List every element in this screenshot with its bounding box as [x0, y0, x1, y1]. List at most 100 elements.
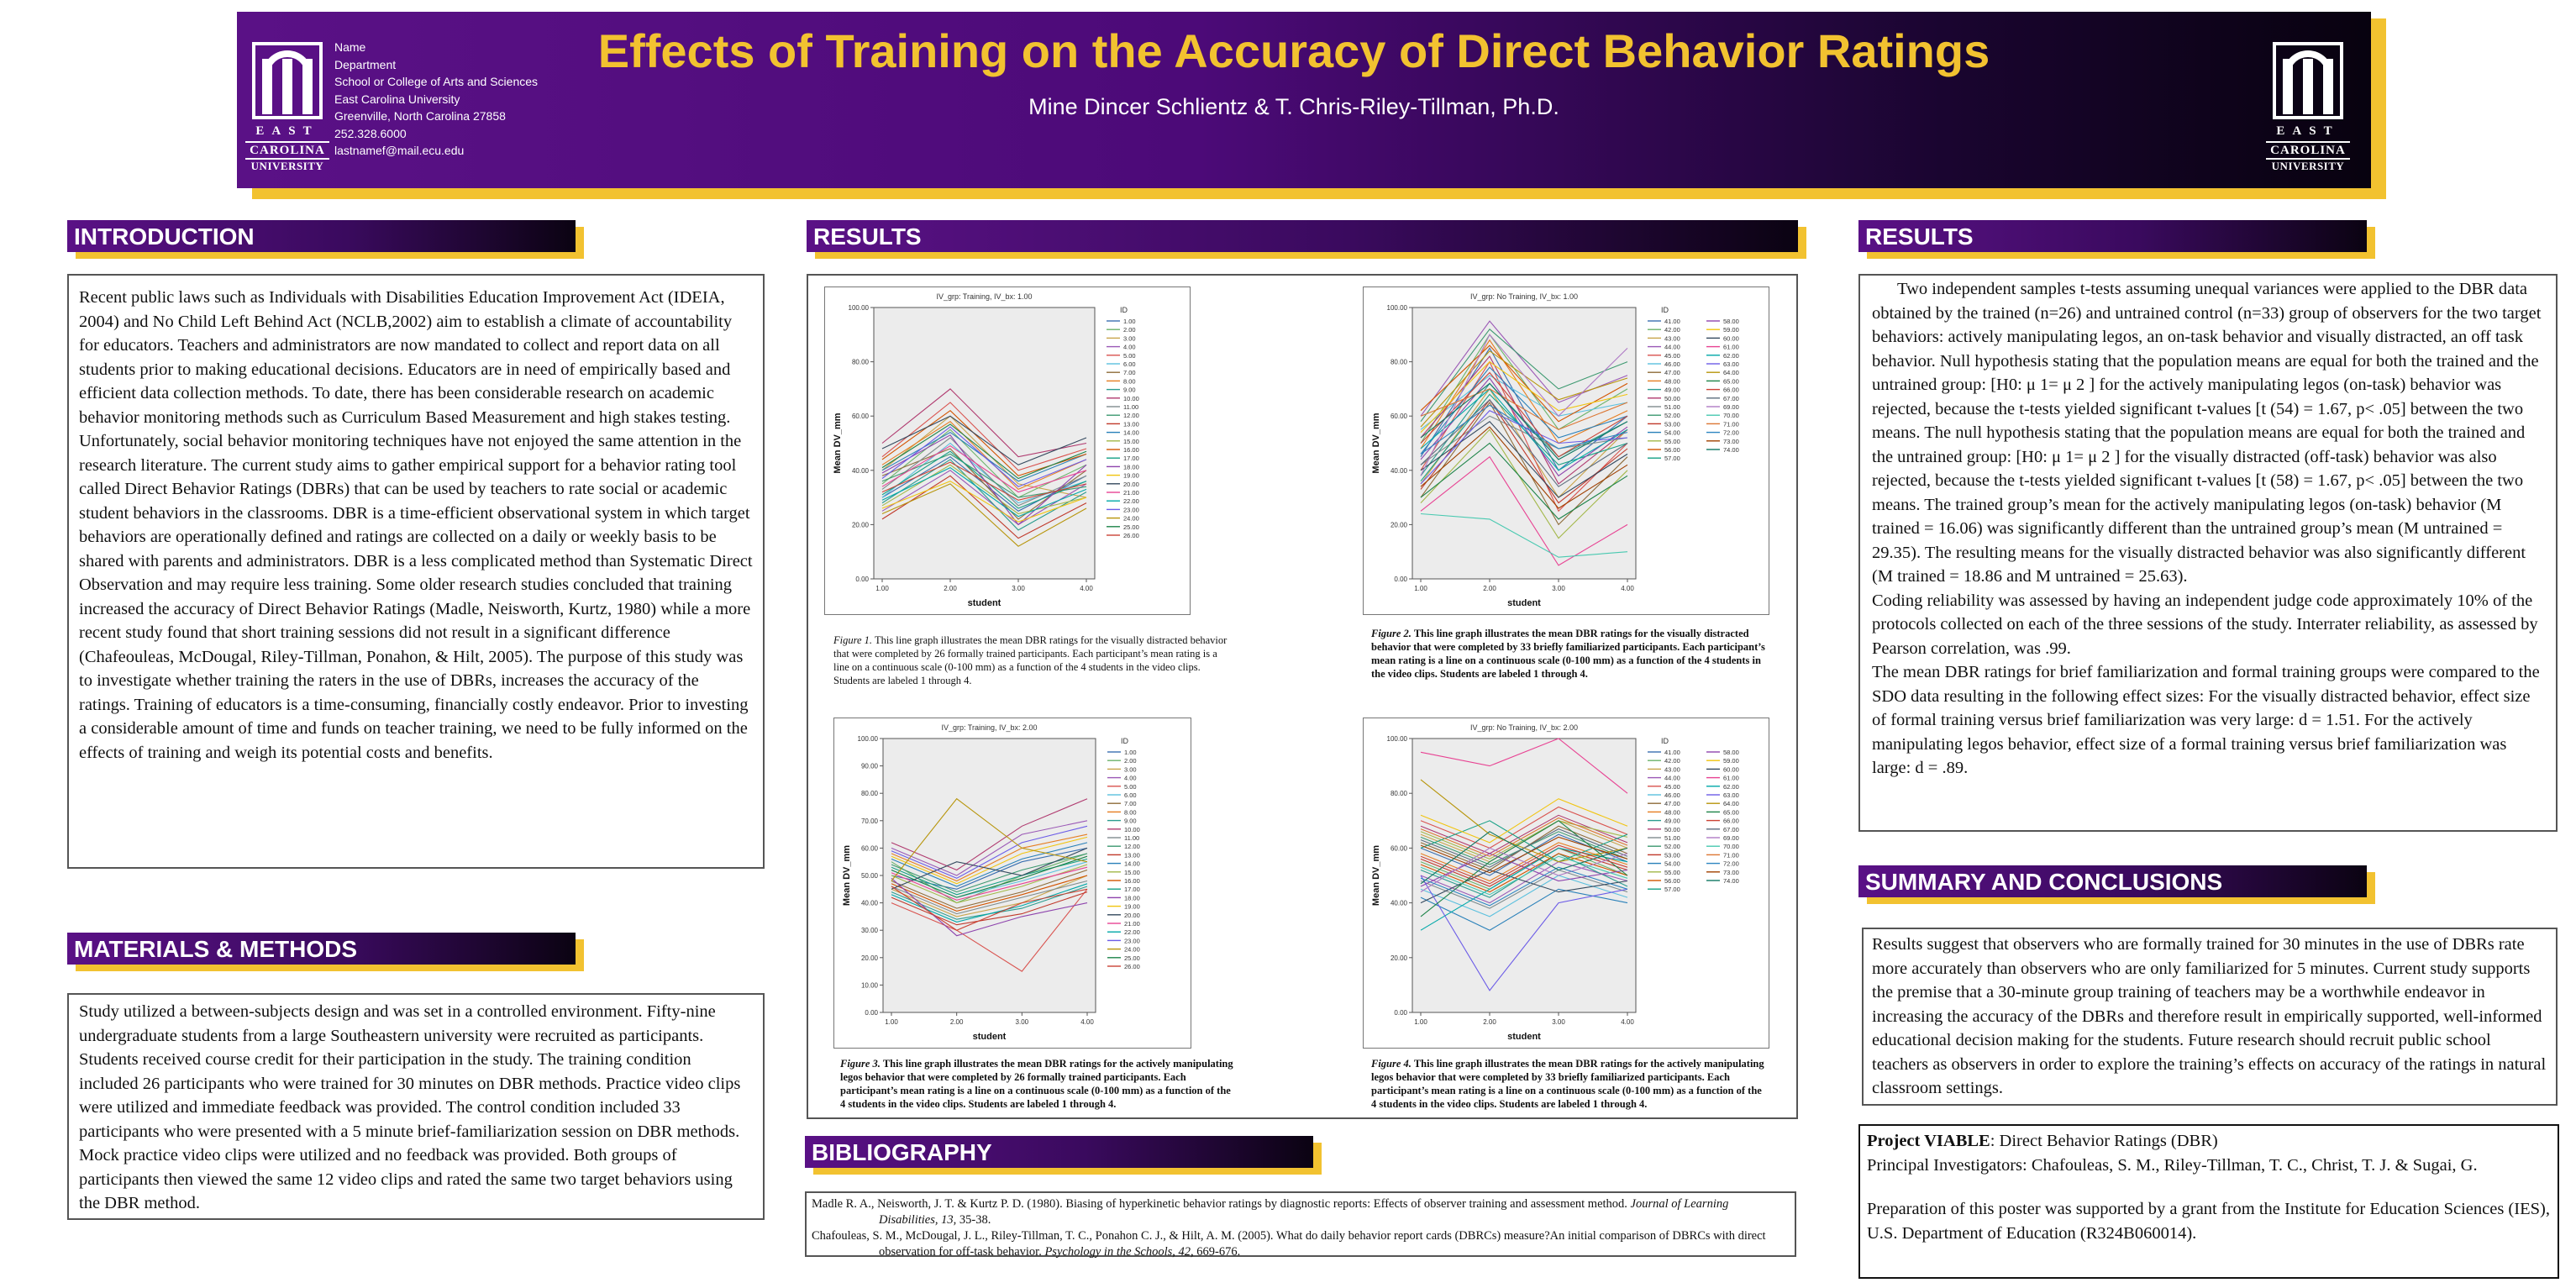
y-tick-label: 100.00	[858, 735, 879, 743]
legend-entry: 50.00	[1664, 395, 1680, 402]
bib-1-tail: 35-38.	[956, 1213, 991, 1227]
section-bibliography-label: BIBLIOGRAPHY	[812, 1139, 992, 1165]
section-results-right-label: RESULTS	[1865, 223, 1974, 250]
x-tick-label: 2.00	[944, 585, 957, 592]
legend-entry: 55.00	[1664, 438, 1680, 445]
legend-entry: 24.00	[1123, 515, 1139, 523]
introduction-box: Recent public laws such as Individuals w…	[67, 274, 765, 869]
x-tick-label: 2.00	[950, 1018, 964, 1026]
legend-entry: 67.00	[1723, 826, 1739, 833]
legend-entry: 5.00	[1124, 783, 1137, 791]
legend-entry: 73.00	[1723, 438, 1739, 445]
contact-city: Greenville, North Carolina 27858	[334, 109, 506, 123]
legend-entry: 73.00	[1723, 869, 1739, 876]
legend-entry: 22.00	[1124, 928, 1140, 936]
series-line-71.00	[1420, 817, 1628, 857]
ecu-logo-mark	[2273, 42, 2343, 119]
legend-entry: 71.00	[1723, 420, 1739, 428]
legend-entry: 60.00	[1723, 334, 1739, 342]
series-line-73.00	[1420, 426, 1628, 509]
figure-1-caption: Figure 1. This line graph illustrates th…	[833, 633, 1228, 687]
y-tick-label: 80.00	[1391, 790, 1408, 797]
series-line-25.00	[891, 855, 1088, 898]
section-summary-label: SUMMARY AND CONCLUSIONS	[1865, 869, 2223, 895]
summary-text: Results suggest that observers who are f…	[1872, 935, 2547, 1097]
figure-3-caption-text: This line graph illustrates the mean DBR…	[840, 1058, 1233, 1110]
contact-university: East Carolina University	[334, 92, 460, 106]
x-tick-label: 2.00	[1483, 585, 1496, 592]
legend-entry: 53.00	[1664, 420, 1680, 428]
chart-title: IV_grp: No Training, IV_bx: 1.00	[1470, 292, 1578, 301]
figure-2-svg: IV_grp: No Training, IV_bx: 1.00 0.00 20.0…	[1371, 292, 1739, 608]
y-tick-label: 0.00	[855, 576, 869, 583]
legend-entry: 17.00	[1124, 886, 1140, 893]
legend-entry: 1.00	[1124, 749, 1137, 756]
ecu-logo-left: EAST CAROLINA UNIVERSITY	[245, 42, 329, 175]
legend-entry: 26.00	[1124, 963, 1140, 970]
series-line-61.00	[1420, 738, 1628, 794]
legend-title: ID	[1121, 737, 1129, 745]
poster-authors: Mine Dincer Schlientz & T. Chris-Riley-T…	[1028, 94, 1559, 119]
legend-entry: 51.00	[1664, 834, 1680, 842]
y-tick-label: 70.00	[861, 817, 879, 825]
series-line-18.00	[881, 434, 1087, 526]
project-name-rest: : Direct Behavior Ratings (DBR)	[1990, 1132, 2218, 1150]
series-line-25.00	[881, 423, 1087, 480]
section-introduction-label: INTRODUCTION	[74, 223, 255, 250]
logo-text-university: UNIVERSITY	[2271, 160, 2345, 172]
figure-2-caption-text: This line graph illustrates the mean DBR…	[1371, 628, 1765, 680]
legend-entry: 56.00	[1664, 446, 1680, 454]
legend-entry: 47.00	[1664, 369, 1680, 376]
contact-email[interactable]: lastnamef@mail.ecu.edu	[334, 144, 465, 157]
series-line-70.00	[1420, 855, 1628, 896]
legend-entry: 18.00	[1123, 463, 1139, 471]
bib-2-text: Chafouleas, S. M., McDougal, J. L., Rile…	[812, 1229, 1766, 1259]
figure-2-chart: IV_grp: No Training, IV_bx: 1.00 0.00 20.0…	[1363, 287, 1769, 615]
results-paragraph-1: Two independent samples t-tests assuming…	[1872, 280, 2542, 586]
section-results-center-label: RESULTS	[813, 223, 922, 250]
legend-entry: 56.00	[1664, 877, 1680, 885]
legend-entry: 52.00	[1664, 843, 1680, 850]
legend-entry: 25.00	[1124, 954, 1140, 962]
legend-entry: 67.00	[1723, 395, 1739, 402]
legend-entry: 17.00	[1123, 455, 1139, 462]
project-funding: Preparation of this poster was supported…	[1867, 1200, 2550, 1243]
series-line-55.00	[1420, 820, 1628, 860]
legend-entry: 64.00	[1723, 369, 1739, 376]
poster-title: Effects of Training on the Accuracy of D…	[597, 24, 1990, 77]
series-line-61.00	[1420, 455, 1628, 566]
bibliography-entry: Chafouleas, S. M., McDougal, J. L., Rile…	[812, 1228, 1790, 1260]
legend-entry: 21.00	[1123, 489, 1139, 497]
legend-entry: 62.00	[1723, 352, 1739, 360]
x-tick-label: 4.00	[1621, 1018, 1634, 1026]
legend-entry: 43.00	[1664, 334, 1680, 342]
legend-entry: 12.00	[1123, 412, 1139, 419]
bib-2-journal: Psychology in the Schools, 42,	[1044, 1245, 1194, 1259]
series-line-15.00	[881, 464, 1087, 515]
legend-entry: 58.00	[1723, 749, 1739, 756]
series-line-69.00	[1420, 334, 1628, 476]
legend-entry: 4.00	[1123, 344, 1136, 351]
x-axis-label: student	[968, 598, 1001, 608]
legend-entry: 44.00	[1664, 775, 1680, 782]
section-materials-methods: MATERIALS & METHODS	[67, 933, 584, 971]
contact-name: Name	[334, 40, 366, 54]
legend-entry: 46.00	[1664, 360, 1680, 368]
series-line-70.00	[1420, 513, 1628, 558]
y-tick-label: 0.00	[1394, 576, 1407, 583]
y-tick-label: 100.00	[1387, 304, 1408, 312]
series-line-67.00	[1420, 828, 1628, 868]
series-line-16.00	[891, 875, 1088, 912]
legend-entry: 10.00	[1124, 826, 1140, 833]
x-tick-label: 3.00	[1012, 585, 1025, 592]
legend-entry: 15.00	[1124, 869, 1140, 876]
series-line-60.00	[1420, 420, 1628, 498]
legend-entry: 70.00	[1723, 412, 1739, 419]
figure-4-caption-text: This line graph illustrates the mean DBR…	[1371, 1058, 1764, 1110]
y-tick-label: 20.00	[1391, 954, 1408, 962]
logo-text-carolina: CAROLINA	[2266, 141, 2350, 160]
legend-entry: 41.00	[1664, 749, 1680, 756]
figure-3-chart: IV_grp: Training, IV_bx: 2.00 0.00 10.00 20…	[833, 718, 1191, 1049]
legend-entry: 52.00	[1664, 412, 1680, 419]
series-line-47.00	[1420, 401, 1628, 526]
